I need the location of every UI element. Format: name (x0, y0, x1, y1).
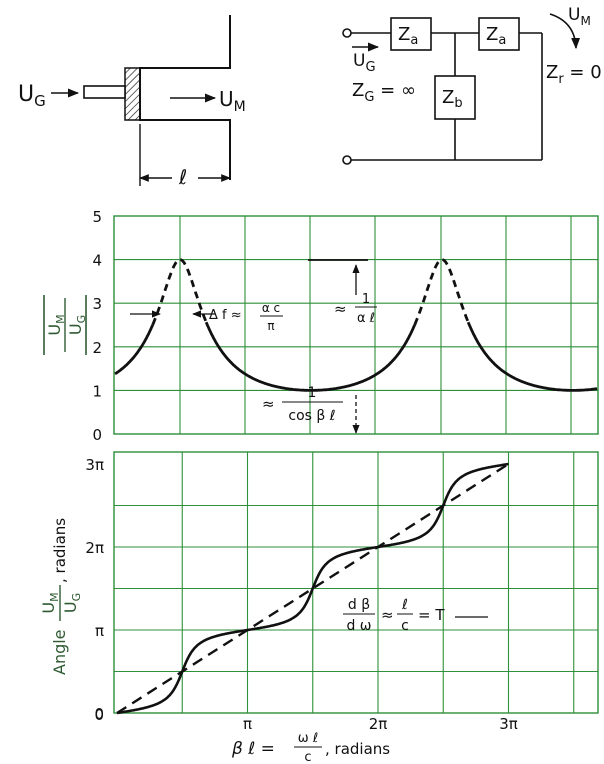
mag-ytick-4: 4 (92, 252, 102, 270)
phase-annotation: d β d ω ≈ ℓ c = T (343, 597, 488, 634)
phase-xticks: π 2π 3π 0 (94, 706, 517, 733)
piston (124, 67, 141, 121)
ph-ytick-π: π (95, 622, 104, 640)
ph-ytick-0: 0 (94, 705, 104, 723)
ph-xtick-2π: 2π (369, 715, 388, 733)
mag-ytick-0: 0 (92, 426, 102, 444)
min-annotation-prefix: ≈ (262, 395, 275, 413)
ph-ytick-2π: 2π (85, 539, 104, 557)
svg-text:UM: UM (39, 592, 61, 613)
mechanical-sketch (51, 15, 231, 186)
peak-annotation-den: α ℓ (357, 311, 375, 326)
um-label-mech: UM (219, 87, 246, 115)
input-terminal-bottom (342, 155, 352, 165)
svg-text:ω ℓ: ω ℓ (298, 731, 318, 746)
svg-text:, radians: , radians (325, 740, 390, 758)
phase-yticks: 3π 2π π 0 (85, 456, 104, 723)
phase-plot-frame (113, 451, 599, 714)
svg-text:UM: UM (45, 314, 67, 335)
svg-text:, radians: , radians (51, 518, 69, 583)
magnitude-grid (114, 216, 598, 434)
output-curved-arrow (549, 13, 581, 50)
za-label-1: Za (398, 24, 418, 48)
circuit-diagram (342, 13, 581, 165)
svg-text:≈: ≈ (381, 606, 394, 624)
magnitude-curve (114, 258, 598, 392)
length-label: ℓ (178, 165, 187, 189)
zb-label: Zb (442, 87, 463, 111)
ug-label-mech: UG (18, 82, 46, 110)
mag-peak-dashed-1 (151, 258, 208, 326)
svg-text:β ℓ =: β ℓ = (231, 739, 275, 759)
piston-rod (83, 85, 126, 99)
phase-curves (116, 462, 510, 715)
magnitude-ylabel: UM UG (43, 295, 88, 355)
ph-ytick-3π: 3π (85, 456, 104, 474)
ph-xtick-π: π (243, 715, 252, 733)
svg-text:UG: UG (61, 593, 83, 613)
magnitude-annotations (130, 259, 368, 434)
zr-label: Zr = 0 (546, 62, 602, 87)
svg-text:c: c (304, 750, 311, 764)
za-label-2: Za (486, 24, 506, 48)
svg-text:UG: UG (66, 315, 88, 335)
phase-ylabel: Angle UM UG , radians (39, 518, 83, 675)
mag-ytick-3: 3 (92, 295, 102, 313)
um-label-circuit: UM (568, 5, 591, 28)
min-annotation-num: 1 (308, 385, 317, 401)
za-box-2 (478, 17, 520, 51)
input-terminal-top (342, 28, 352, 38)
magnitude-yticks: 5 4 3 2 1 0 (92, 208, 102, 444)
mag-ytick-2: 2 (92, 339, 102, 357)
mag-curve-seg-0 (114, 324, 155, 376)
svg-text:= T: = T (418, 606, 445, 624)
phase-grid (114, 452, 598, 713)
svg-text:d ω: d ω (346, 618, 371, 634)
mag-curve-seg-2 (204, 321, 417, 392)
mag-peak-dashed-3 (413, 258, 470, 326)
zg-label: ZG = ∞ (352, 80, 416, 105)
svg-text:Angle: Angle (50, 629, 69, 675)
peak-annotation-num: 1 (362, 292, 370, 307)
min-annotation-den: cos β ℓ (288, 408, 335, 424)
mag-ytick-1: 1 (92, 382, 102, 400)
ug-label-circuit: UG (353, 51, 376, 75)
svg-text:c: c (401, 618, 409, 634)
peak-annotation-prefix: ≈ (334, 300, 347, 318)
df-annotation-num: α c (262, 301, 280, 315)
za-box-1 (390, 17, 432, 51)
phase-xlabel: β ℓ = ω ℓ c , radians (231, 731, 390, 764)
svg-text:d β: d β (348, 597, 370, 613)
svg-text:ℓ: ℓ (401, 597, 408, 613)
df-annotation-den: π (267, 319, 274, 333)
ph-phase-curve (116, 462, 509, 715)
ph-xtick-3π: 3π (499, 715, 518, 733)
mag-curve-seg-4 (466, 321, 598, 392)
df-annotation-prefix: Δ f ≈ (209, 308, 242, 323)
mag-ytick-5: 5 (92, 208, 102, 226)
ph-origin-tick: 0 (94, 706, 104, 724)
magnitude-plot-frame (113, 215, 599, 435)
